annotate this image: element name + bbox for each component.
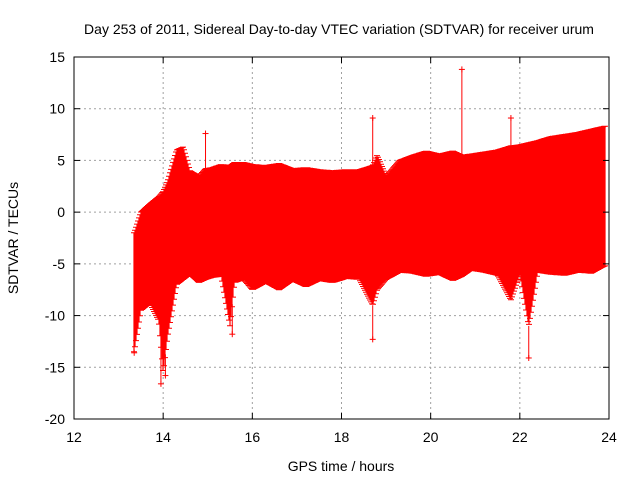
x-tick-label: 12 <box>66 429 82 445</box>
data-band <box>133 126 606 371</box>
y-tick-label: -20 <box>45 411 65 427</box>
envelope-markers <box>131 125 608 371</box>
spike-point <box>369 305 376 343</box>
x-tick-label: 18 <box>334 429 350 445</box>
data-series <box>131 66 608 387</box>
y-tick-label: 0 <box>57 204 65 220</box>
spike-point <box>157 346 164 387</box>
spike-point <box>229 304 236 338</box>
spike-point <box>507 115 514 146</box>
y-tick-label: -5 <box>53 256 66 272</box>
y-tick-label: 15 <box>49 49 65 65</box>
spike-point <box>162 354 169 379</box>
y-tick-label: 10 <box>49 101 65 117</box>
x-axis-title: GPS time / hours <box>288 458 395 474</box>
x-tick-label: 16 <box>245 429 261 445</box>
spike-point <box>458 66 465 156</box>
y-tick-label: -10 <box>45 308 65 324</box>
spike-point <box>525 325 532 361</box>
tick-labels: 12 14 16 18 20 22 24 -20 -15 -10 -5 0 5 10 15 <box>45 49 617 445</box>
x-tick-label: 14 <box>155 429 171 445</box>
y-tick-label: 5 <box>57 152 65 168</box>
spike-point <box>202 130 209 169</box>
chart-title: Day 253 of 2011, Sidereal Day-to-day VTE… <box>84 21 594 37</box>
axis-ticks <box>73 56 610 420</box>
y-tick-label: -15 <box>45 359 65 375</box>
spike-point <box>131 349 138 356</box>
x-tick-label: 20 <box>423 429 439 445</box>
spike-point <box>369 115 376 166</box>
x-tick-label: 24 <box>601 429 617 445</box>
y-axis-title: SDTVAR / TECUs <box>5 182 21 294</box>
x-tick-label: 22 <box>512 429 528 445</box>
